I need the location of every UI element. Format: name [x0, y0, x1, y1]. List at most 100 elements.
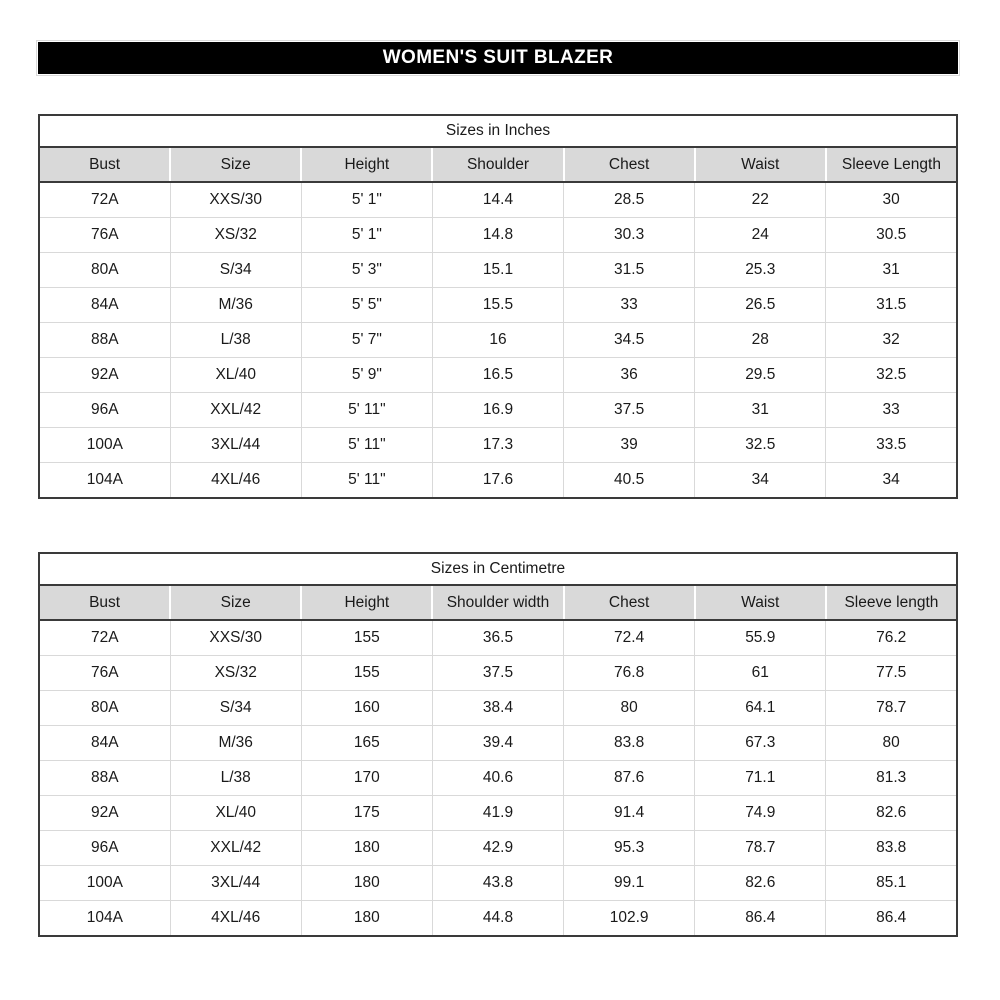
- table-row: 100A 3XL/44 5' 11" 17.3 39 32.5 33.5: [39, 427, 957, 463]
- table-cell: XXL/42: [169, 830, 302, 866]
- table-cell: 64.1: [694, 690, 826, 726]
- table-cell: 86.4: [694, 900, 826, 936]
- header-row: Bust Size Height Shoulder width Chest Waist Sl…: [39, 585, 957, 621]
- table-cell: 5' 1": [300, 217, 433, 253]
- table-cell: S/34: [169, 690, 302, 726]
- table-cell: 88A: [39, 322, 171, 358]
- header-cell: Sleeve length: [824, 585, 957, 621]
- table-cell: 16.5: [431, 357, 564, 393]
- table-cell: XXS/30: [169, 181, 302, 218]
- header-cell: Chest: [562, 147, 695, 183]
- table-cell: L/38: [169, 760, 302, 796]
- table-cell: 32.5: [694, 427, 826, 463]
- table-cell: 24: [694, 217, 826, 253]
- table-cell: 82.6: [825, 795, 957, 831]
- table-cell: XS/32: [169, 217, 302, 253]
- table-row: 72A XXS/30 5' 1" 14.4 28.5 22 30: [39, 181, 957, 218]
- header-cell: Height: [300, 585, 433, 621]
- table-cell: 165: [300, 725, 433, 761]
- table-cell: 100A: [39, 865, 171, 901]
- table-cell: M/36: [169, 725, 302, 761]
- table-cell: 34: [694, 462, 826, 498]
- table-cell: 72A: [39, 619, 171, 656]
- table-row: 80A S/34 160 38.4 80 64.1 78.7: [39, 690, 957, 726]
- table-cell: 67.3: [694, 725, 826, 761]
- table-cell: 22: [694, 181, 826, 218]
- table-row: 72A XXS/30 155 36.5 72.4 55.9 76.2: [39, 619, 957, 656]
- table-row: 96A XXL/42 180 42.9 95.3 78.7 83.8: [39, 830, 957, 866]
- table-cell: 31: [694, 392, 826, 428]
- table-cell: 155: [300, 619, 433, 656]
- table-row: 76A XS/32 155 37.5 76.8 61 77.5: [39, 655, 957, 691]
- table-cell: 81.3: [825, 760, 957, 796]
- header-cell: Size: [169, 147, 302, 183]
- header-cell: Shoulder width: [431, 585, 564, 621]
- table-cell: 28.5: [563, 181, 695, 218]
- table-row: 104A 4XL/46 5' 11" 17.6 40.5 34 34: [39, 462, 957, 498]
- table-cell: 80: [825, 725, 957, 761]
- table-cell: 43.8: [431, 865, 564, 901]
- table-cell: 26.5: [694, 287, 826, 323]
- table-cell: 155: [300, 655, 433, 691]
- table-cell: 78.7: [694, 830, 826, 866]
- table-cell: 5' 11": [300, 392, 433, 428]
- table-cell: 5' 5": [300, 287, 433, 323]
- header-row: Bust Size Height Shoulder Chest Waist Sleeve L…: [39, 147, 957, 183]
- header-cell: Waist: [693, 585, 826, 621]
- table-cell: 4XL/46: [169, 900, 302, 936]
- table-cell: 14.8: [431, 217, 564, 253]
- table-cell: 82.6: [694, 865, 826, 901]
- table-cell: 15.5: [431, 287, 564, 323]
- table-row: 92A XL/40 5' 9" 16.5 36 29.5 32.5: [39, 357, 957, 393]
- table-cell: 99.1: [563, 865, 695, 901]
- table-cell: 170: [300, 760, 433, 796]
- table-cell: 91.4: [563, 795, 695, 831]
- table-cell: 3XL/44: [169, 865, 302, 901]
- table-cell: 36.5: [431, 619, 564, 656]
- table-row: 104A 4XL/46 180 44.8 102.9 86.4 86.4: [39, 900, 957, 936]
- page-title: WOMEN'S SUIT BLAZER: [382, 47, 614, 68]
- table-row: 76A XS/32 5' 1" 14.8 30.3 24 30.5: [39, 217, 957, 253]
- table-caption: Sizes in Inches: [39, 115, 957, 148]
- table-cell: 92A: [39, 357, 171, 393]
- table-cell: M/36: [169, 287, 302, 323]
- table-cell: 31.5: [563, 252, 695, 288]
- table-cell: 14.4: [431, 181, 564, 218]
- table-cell: 5' 11": [300, 462, 433, 498]
- table-cell: 85.1: [825, 865, 957, 901]
- table-cell: L/38: [169, 322, 302, 358]
- table-cell: 76A: [39, 217, 171, 253]
- table-cell: 88A: [39, 760, 171, 796]
- table-cell: 34.5: [563, 322, 695, 358]
- table-cell: 180: [300, 830, 433, 866]
- table-cell: 33: [825, 392, 957, 428]
- table-cell: 77.5: [825, 655, 957, 691]
- table-cell: 72A: [39, 181, 171, 218]
- table-row: 100A 3XL/44 180 43.8 99.1 82.6 85.1: [39, 865, 957, 901]
- table-cell: 40.5: [563, 462, 695, 498]
- table-cell: 180: [300, 900, 433, 936]
- table-cell: 40.6: [431, 760, 564, 796]
- table-cell: 72.4: [563, 619, 695, 656]
- table-row: 80A S/34 5' 3" 15.1 31.5 25.3 31: [39, 252, 957, 288]
- table-cell: 100A: [39, 427, 171, 463]
- table-row: 88A L/38 170 40.6 87.6 71.1 81.3: [39, 760, 957, 796]
- table-cell: 160: [300, 690, 433, 726]
- table-caption: Sizes in Centimetre: [39, 553, 957, 586]
- table-cell: 37.5: [431, 655, 564, 691]
- table-cell: 41.9: [431, 795, 564, 831]
- table-cell: 76A: [39, 655, 171, 691]
- caption-row: Sizes in Inches: [39, 115, 957, 148]
- table-cell: 61: [694, 655, 826, 691]
- table-body: 72A XXS/30 5' 1" 14.4 28.5 22 30 76A XS/32 5' 1" 1…: [39, 181, 957, 498]
- table-cell: 33.5: [825, 427, 957, 463]
- table-cell: 37.5: [563, 392, 695, 428]
- table-cell: 104A: [39, 462, 171, 498]
- table-cell: 32.5: [825, 357, 957, 393]
- table-cell: 17.6: [431, 462, 564, 498]
- sizes-table-inches: Sizes in Inches Bust Size Height Shoulder Ch…: [38, 114, 958, 499]
- table-cell: 38.4: [431, 690, 564, 726]
- table-cell: 17.3: [431, 427, 564, 463]
- table-cell: XL/40: [169, 357, 302, 393]
- table-cell: 55.9: [694, 619, 826, 656]
